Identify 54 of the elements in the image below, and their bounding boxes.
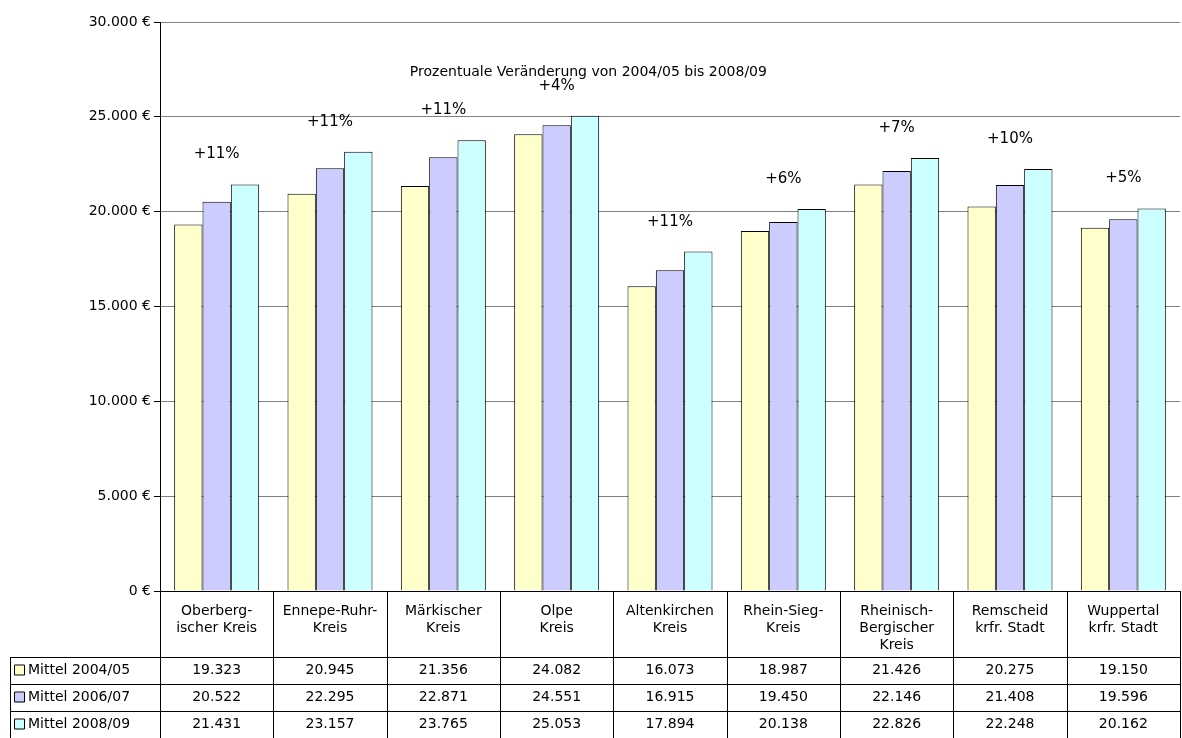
data-label: 22.295 <box>305 688 355 705</box>
annotation: +11% <box>647 211 693 230</box>
data-label: 25.053 <box>532 715 582 732</box>
legend-label: Mittel 2004/05 <box>28 661 131 678</box>
x-tick-label: Rhein-Sieg- Kreis <box>743 602 824 635</box>
x-tick-label: Ennepe-Ruhr- Kreis <box>282 602 378 635</box>
data-label: 19.450 <box>758 688 808 705</box>
data-label: 22.146 <box>872 688 922 705</box>
data-label: 19.150 <box>1098 661 1148 678</box>
data-label: 23.765 <box>418 715 468 732</box>
data-label: 16.915 <box>645 688 695 705</box>
annotation: +5% <box>1105 168 1142 187</box>
x-tick-label: Wuppertal krfr. Stadt <box>1087 602 1160 635</box>
annotation: +10% <box>987 128 1033 147</box>
data-label: 22.248 <box>985 715 1035 732</box>
x-tick-label: Rheinisch- Bergischer Kreis <box>859 602 935 652</box>
data-label: 21.426 <box>872 661 922 678</box>
y-tick-label: 25.000 € <box>88 107 151 124</box>
legend-label: Mittel 2008/09 <box>28 715 131 732</box>
y-tick-label: 5.000 € <box>97 486 151 503</box>
annotation: +11% <box>420 100 467 119</box>
x-tick-label: Olpe Kreis <box>539 602 574 635</box>
data-label: 20.945 <box>305 661 355 678</box>
y-tick-label: 15.000 € <box>88 297 151 314</box>
data-label: 19.596 <box>1098 688 1148 705</box>
x-tick-label: Oberberg- ischer Kreis <box>176 602 258 635</box>
data-label: 23.157 <box>305 715 355 732</box>
data-label: 17.894 <box>645 715 695 732</box>
data-label: 21.356 <box>418 661 468 678</box>
x-tick-label: Märkischer Kreis <box>405 602 482 635</box>
data-label: 21.408 <box>985 688 1035 705</box>
data-label: 20.162 <box>1098 715 1148 732</box>
x-tick-label: Altenkirchen Kreis <box>626 602 714 635</box>
data-label: 20.275 <box>985 661 1035 678</box>
annotation: +11% <box>193 144 240 163</box>
data-label: 24.082 <box>532 661 582 678</box>
y-tick-label: 20.000 € <box>88 202 151 219</box>
x-tick-label: Remscheid krfr. Stadt <box>971 602 1049 635</box>
data-label: 20.138 <box>758 715 808 732</box>
data-label: 24.551 <box>532 688 582 705</box>
legend-label: Mittel 2006/07 <box>28 688 131 705</box>
y-tick-label: 0 € <box>128 581 151 598</box>
annotation: +6% <box>765 168 802 187</box>
data-label: 21.431 <box>192 715 242 732</box>
y-tick-label: 30.000 € <box>88 12 151 29</box>
annotation: +7% <box>878 117 915 136</box>
y-tick-label: 10.000 € <box>88 391 151 408</box>
annotation: +11% <box>307 111 353 130</box>
data-label: 22.826 <box>872 715 922 732</box>
data-label: 20.522 <box>192 688 242 705</box>
data-label: 22.871 <box>418 688 468 705</box>
data-label: 18.987 <box>758 661 808 678</box>
data-label: 19.323 <box>192 661 242 678</box>
data-label: 16.073 <box>645 661 695 678</box>
